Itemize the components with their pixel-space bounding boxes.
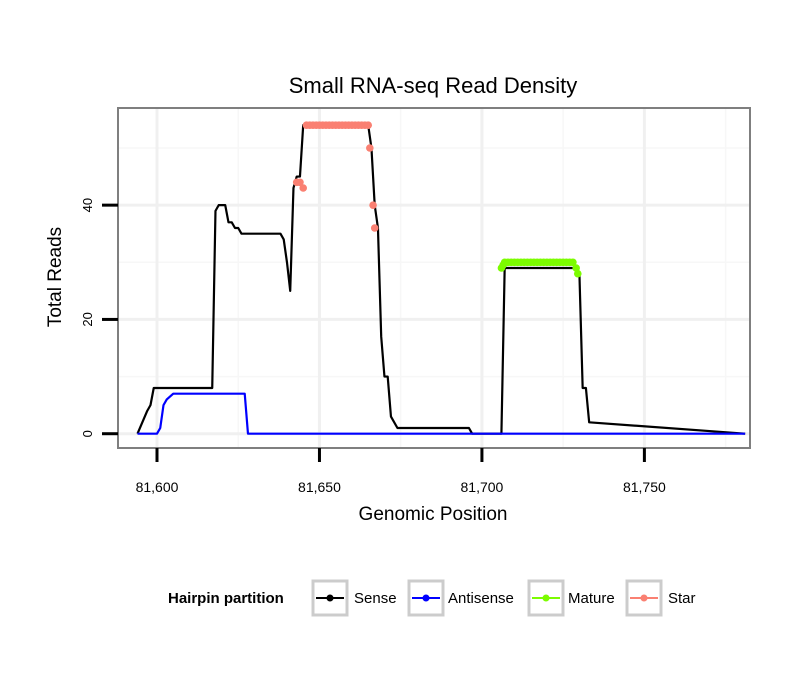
chart-title: Small RNA-seq Read Density xyxy=(289,73,578,98)
legend-key-point xyxy=(542,594,550,602)
data-point-star xyxy=(370,224,379,232)
legend-title: Hairpin partition xyxy=(168,590,284,607)
series-layer xyxy=(136,121,746,435)
legend-label: Mature xyxy=(568,590,615,607)
legend-item-antisense: Antisense xyxy=(407,579,514,617)
plot-background xyxy=(118,108,750,448)
data-point-star xyxy=(364,121,373,129)
legend-item-mature: Mature xyxy=(527,579,615,617)
x-tick-label: 81,700 xyxy=(461,479,504,495)
x-tick-label: 81,650 xyxy=(298,479,341,495)
data-point-mature xyxy=(569,258,577,267)
legend-item-star: Star xyxy=(625,579,696,617)
data-point-star xyxy=(366,144,374,152)
x-tick-label: 81,750 xyxy=(623,479,666,495)
y-axis: 0 20 40 xyxy=(80,198,118,437)
legend: Hairpin partition Sense Antisense Mature St… xyxy=(168,579,696,617)
legend-key-point xyxy=(422,594,430,602)
y-tick-label: 40 xyxy=(80,198,95,212)
data-point-star xyxy=(369,201,377,209)
data-point-mature xyxy=(572,264,580,272)
series-line-antisense xyxy=(137,392,746,435)
y-axis-label: Total Reads xyxy=(45,227,66,327)
x-tick-label: 81,600 xyxy=(136,479,179,495)
legend-label: Antisense xyxy=(448,590,514,607)
legend-key-point xyxy=(640,594,648,602)
legend-key-point xyxy=(326,594,334,602)
legend-item-sense: Sense xyxy=(311,579,397,617)
grid-minor xyxy=(118,108,750,448)
x-axis-label: Genomic Position xyxy=(359,504,508,525)
legend-label: Sense xyxy=(354,590,397,607)
y-tick-label: 0 xyxy=(80,430,95,437)
y-tick-label: 20 xyxy=(80,312,95,326)
plot-panel xyxy=(117,107,751,449)
data-point-mature xyxy=(573,269,582,278)
data-point-star xyxy=(296,178,304,187)
data-point-star xyxy=(299,184,308,192)
legend-label: Star xyxy=(668,590,696,607)
x-axis: 81,600 81,650 81,700 81,750 xyxy=(136,448,666,495)
plot-border xyxy=(117,107,751,449)
